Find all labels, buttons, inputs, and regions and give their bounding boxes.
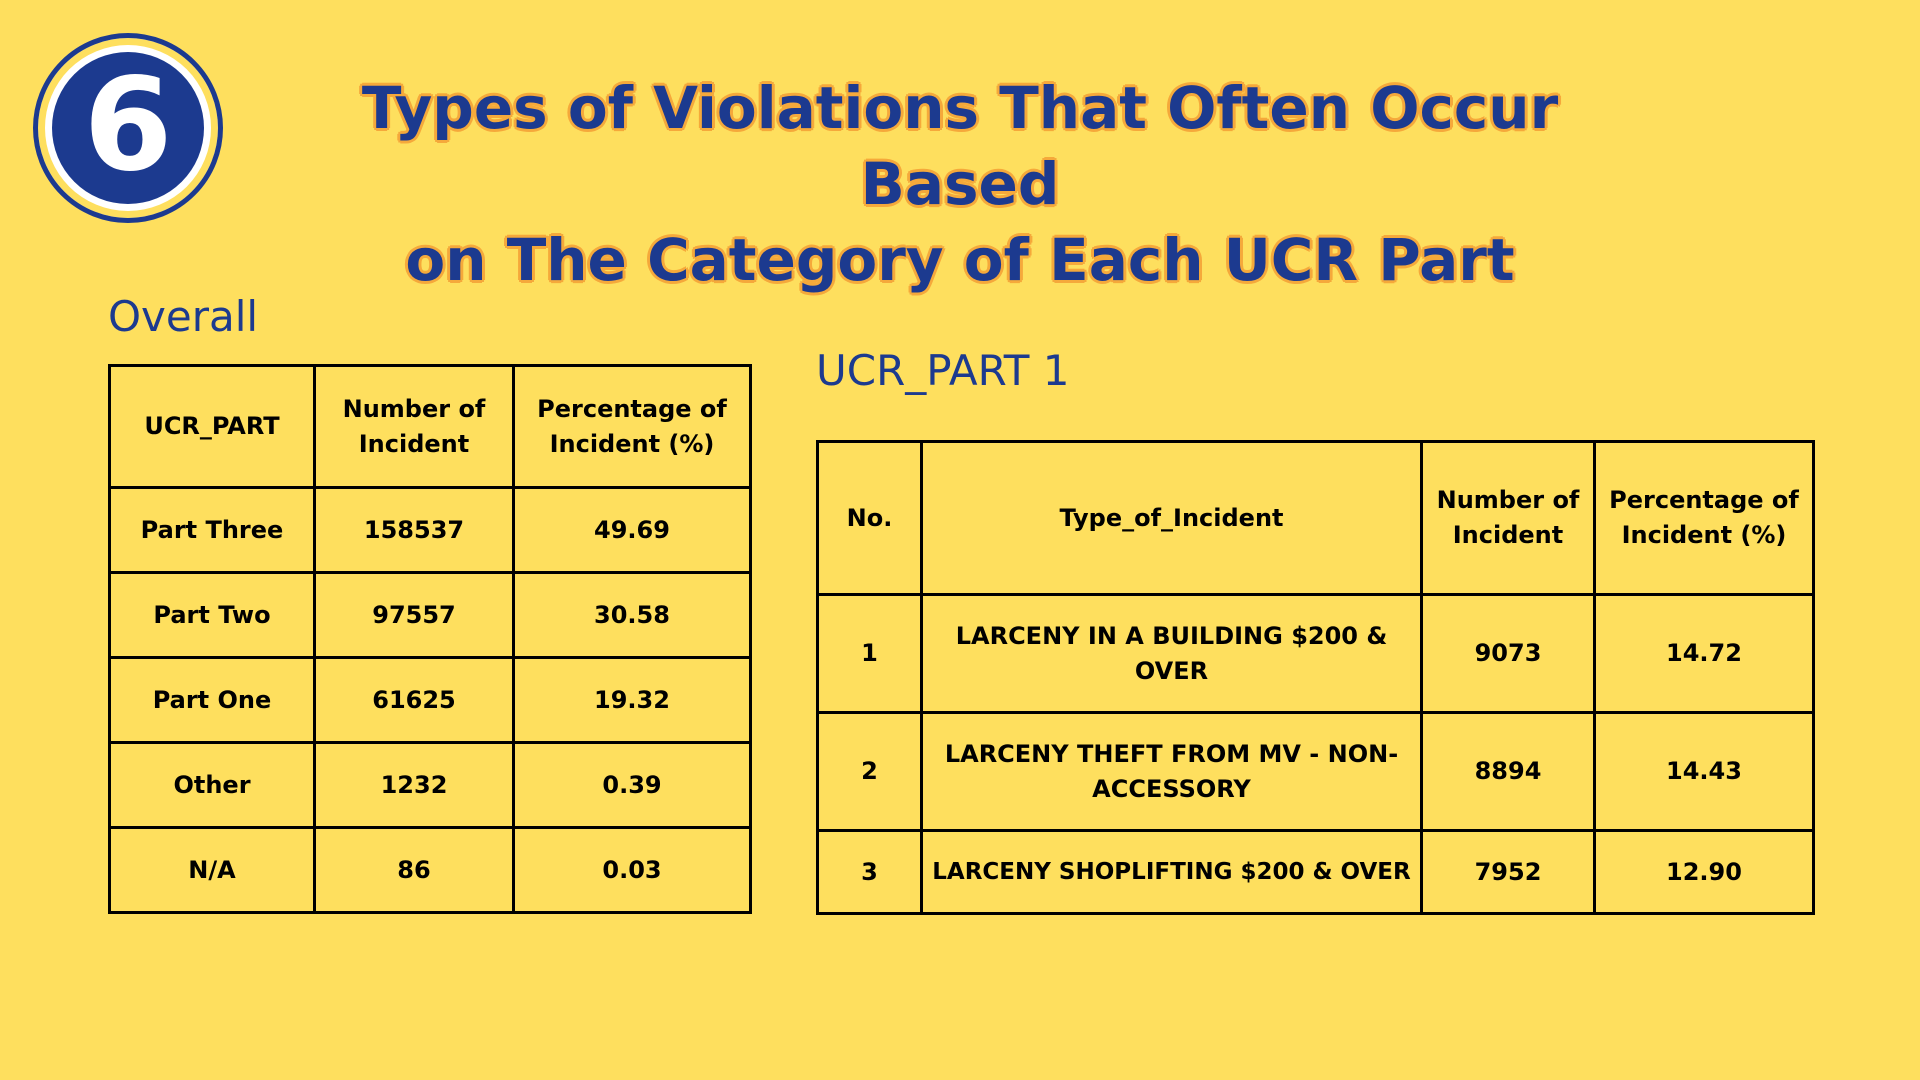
overall-header-percentage: Percentage of Incident (%): [512, 364, 752, 489]
overall-header-ucr-part: UCR_PART: [108, 364, 316, 489]
ucr-part-cell: Part One: [108, 656, 316, 744]
overall-header-number: Number of Incident: [313, 364, 515, 489]
part1-header-type: Type_of_Incident: [920, 440, 1423, 596]
part1-header-percentage: Percentage of Incident (%): [1593, 440, 1815, 596]
badge-number: 6: [83, 51, 173, 200]
incident-count-cell: 61625: [313, 656, 515, 744]
ucr-part-cell: Part Three: [108, 486, 316, 574]
incident-type-cell: LARCENY SHOPLIFTING $200 & OVER: [920, 829, 1423, 915]
ucr-part-cell: Other: [108, 741, 316, 829]
ucr-part-cell: N/A: [108, 826, 316, 914]
overall-header-row: UCR_PART Number of Incident Percentage o…: [108, 364, 752, 489]
row-number-cell: 3: [816, 829, 923, 915]
step-number-badge: 6: [33, 33, 223, 223]
incident-type-cell: LARCENY IN A BUILDING $200 & OVER: [920, 593, 1423, 714]
part1-header-row: No. Type_of_Incident Number of Incident …: [816, 440, 1815, 596]
overall-section-label: Overall: [108, 292, 259, 341]
incident-percentage-cell: 14.43: [1593, 711, 1815, 832]
part1-header-no: No.: [816, 440, 923, 596]
part1-header-number: Number of Incident: [1420, 440, 1596, 596]
incident-percentage-cell: 0.03: [512, 826, 752, 914]
incident-percentage-cell: 14.72: [1593, 593, 1815, 714]
page-title-line-2: on The Category of Each UCR Part: [405, 226, 1515, 294]
incident-count-cell: 8894: [1420, 711, 1596, 832]
badge-circle: 6: [52, 52, 204, 204]
incident-type-cell: LARCENY THEFT FROM MV - NON-ACCESSORY: [920, 711, 1423, 832]
incident-percentage-cell: 19.32: [512, 656, 752, 744]
page-title-line-1: Types of Violations That Often Occur Bas…: [361, 74, 1559, 218]
incident-percentage-cell: 12.90: [1593, 829, 1815, 915]
row-number-cell: 1: [816, 593, 923, 714]
incident-count-cell: 9073: [1420, 593, 1596, 714]
ucr-part-1-table: No. Type_of_Incident Number of Incident …: [816, 440, 1815, 915]
page-title: Types of Violations That Often Occur Bas…: [260, 70, 1660, 298]
table-row: Part One 61625 19.32: [108, 656, 752, 744]
table-row: Part Two 97557 30.58: [108, 571, 752, 659]
row-number-cell: 2: [816, 711, 923, 832]
incident-count-cell: 97557: [313, 571, 515, 659]
incident-count-cell: 86: [313, 826, 515, 914]
table-row: N/A 86 0.03: [108, 826, 752, 914]
table-row: 2 LARCENY THEFT FROM MV - NON-ACCESSORY …: [816, 711, 1815, 832]
table-row: 1 LARCENY IN A BUILDING $200 & OVER 9073…: [816, 593, 1815, 714]
table-row: Other 1232 0.39: [108, 741, 752, 829]
incident-percentage-cell: 30.58: [512, 571, 752, 659]
table-row: 3 LARCENY SHOPLIFTING $200 & OVER 7952 1…: [816, 829, 1815, 915]
table-row: Part Three 158537 49.69: [108, 486, 752, 574]
ucr-part-1-section-label: UCR_PART 1: [816, 346, 1070, 395]
incident-count-cell: 7952: [1420, 829, 1596, 915]
incident-percentage-cell: 0.39: [512, 741, 752, 829]
incident-count-cell: 158537: [313, 486, 515, 574]
overall-table: UCR_PART Number of Incident Percentage o…: [108, 364, 752, 914]
incident-count-cell: 1232: [313, 741, 515, 829]
incident-percentage-cell: 49.69: [512, 486, 752, 574]
ucr-part-cell: Part Two: [108, 571, 316, 659]
